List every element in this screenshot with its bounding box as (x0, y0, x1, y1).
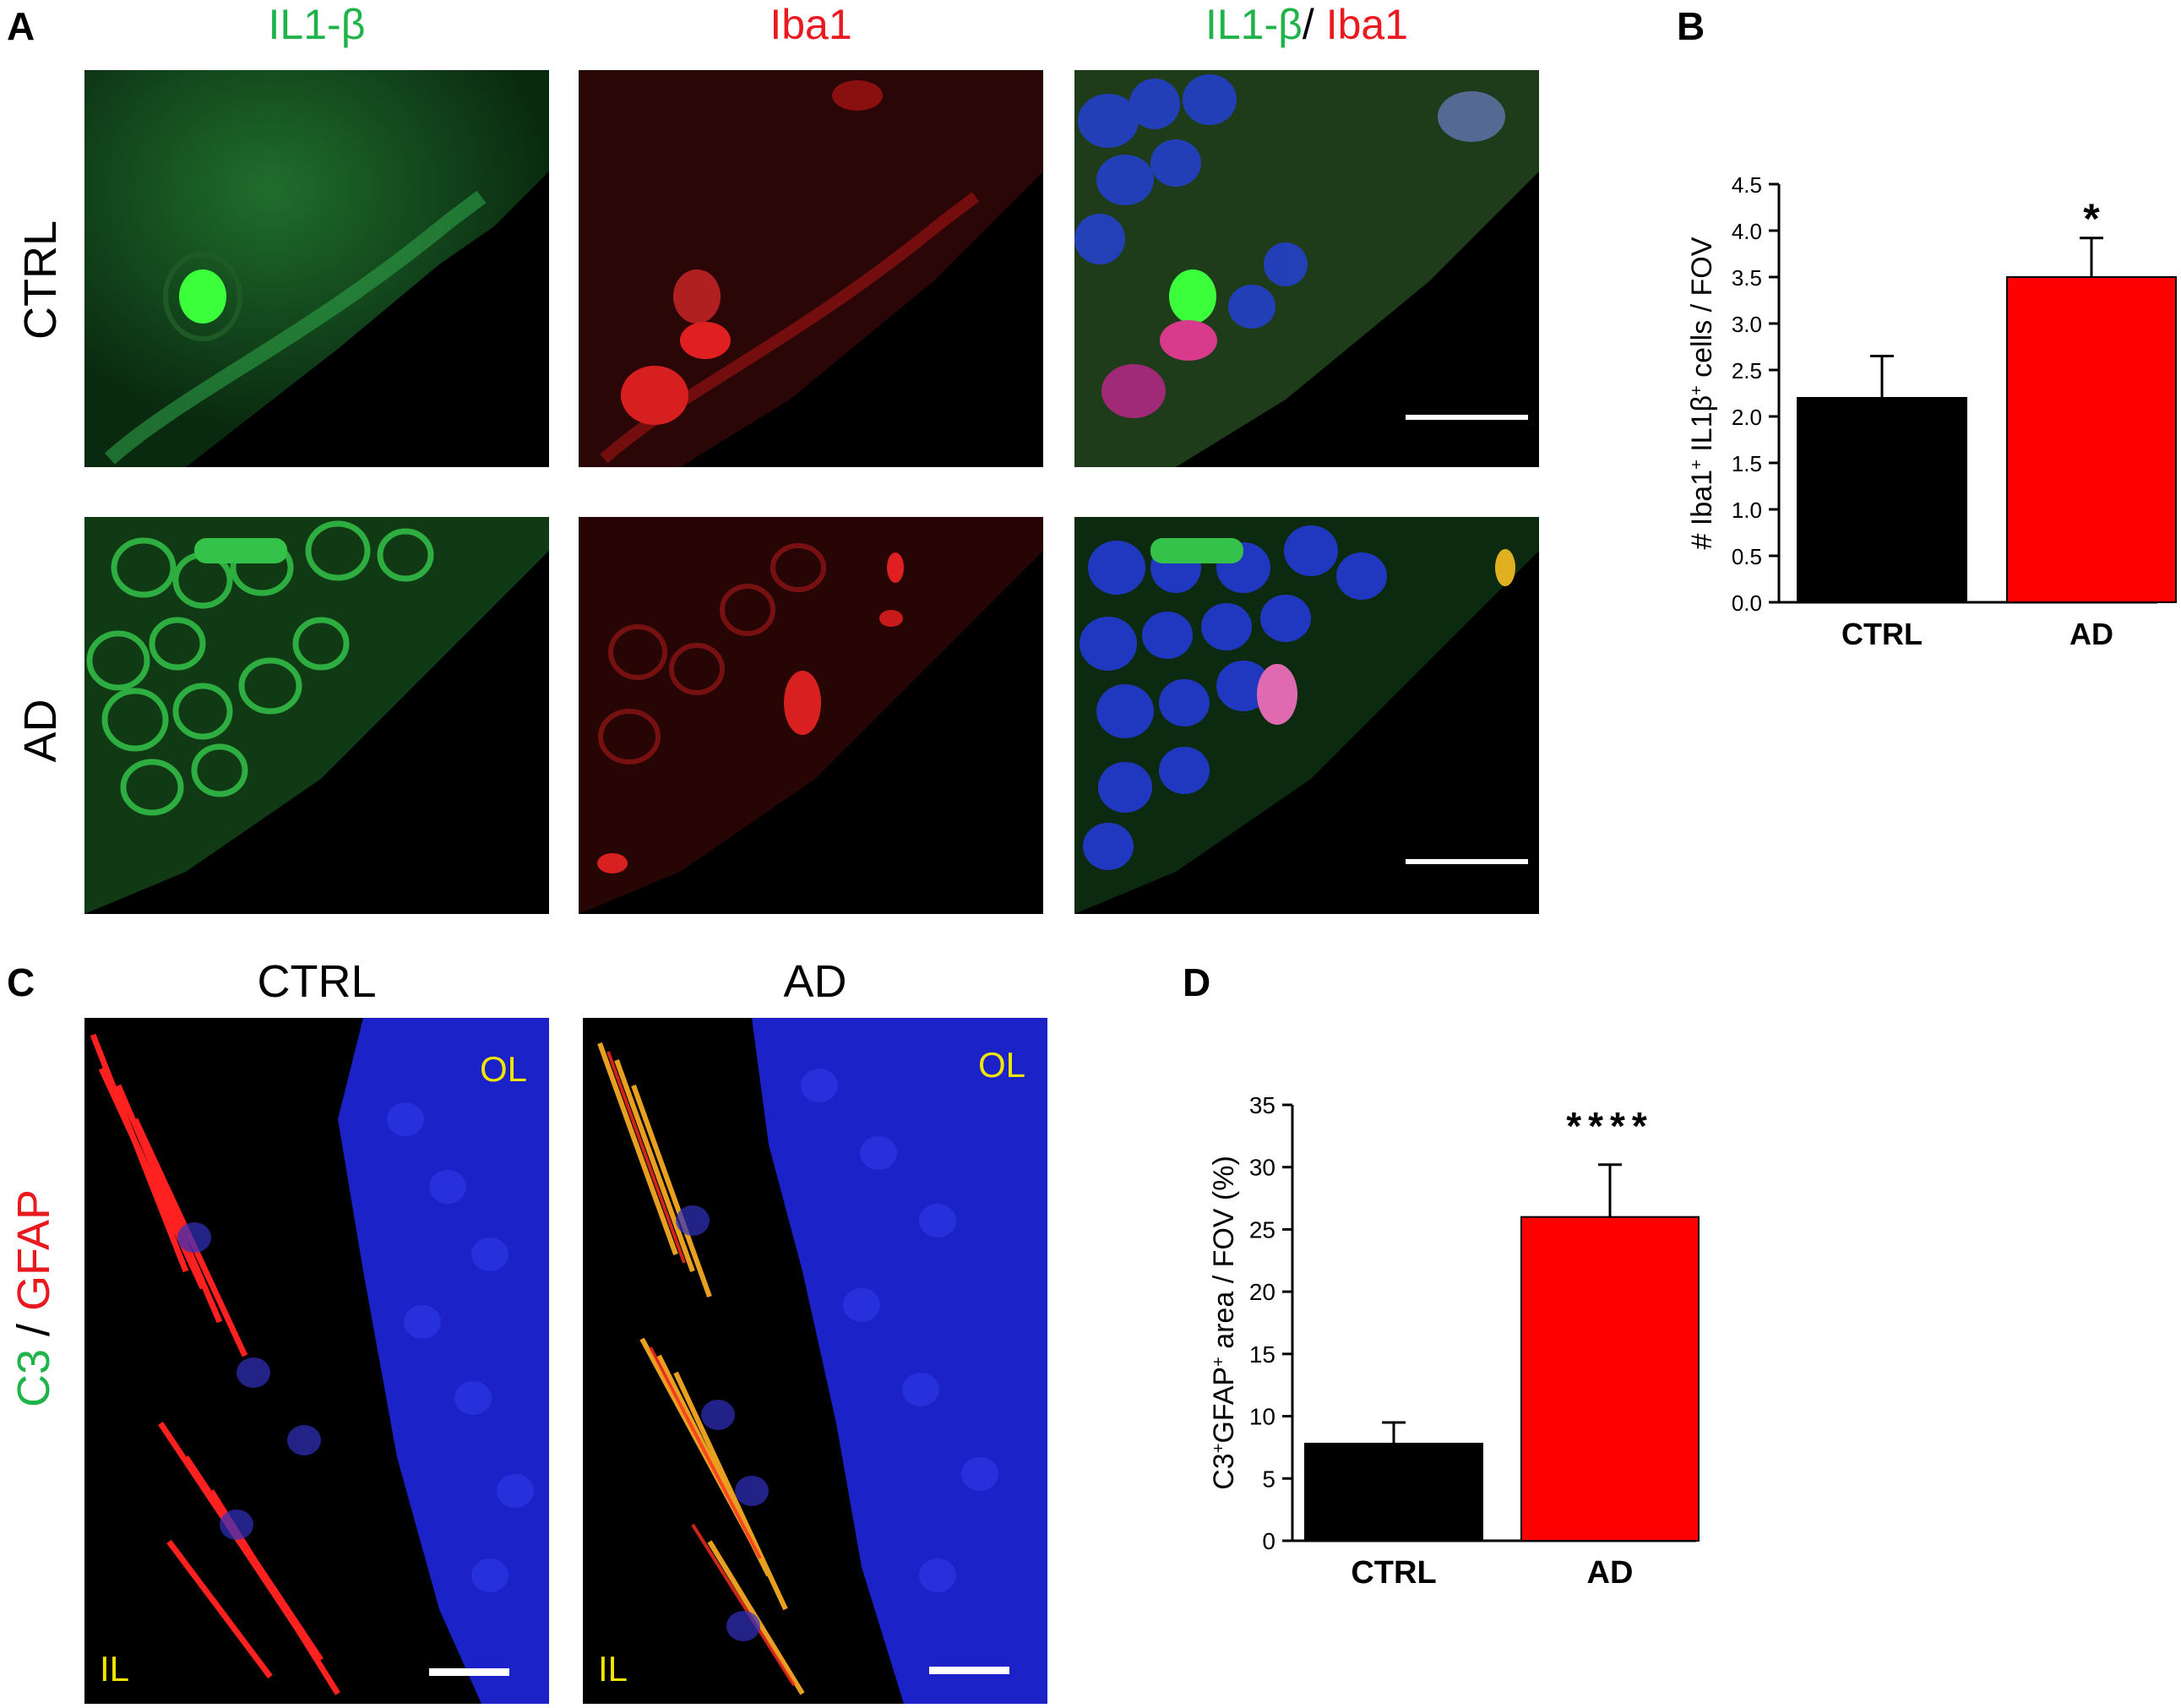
significance-marker: * (2083, 195, 2100, 242)
bar-ad (2006, 276, 2177, 603)
bar-ctrl (1797, 397, 1967, 603)
column-header-c-ad: AD (783, 956, 847, 1007)
column-header-iba1: Iba1 (770, 1, 852, 48)
y-tick-label: 35 (1249, 1092, 1275, 1118)
y-tick-label: 0.0 (1732, 590, 1762, 616)
y-tick-label: 3.5 (1732, 265, 1762, 291)
scale-bar-c-ad (929, 1667, 1009, 1674)
y-tick-label: 5 (1262, 1466, 1275, 1492)
merge-label-slash: / (1302, 1, 1326, 48)
micrograph-ad-merge (1074, 517, 1539, 914)
scale-bar-ctrl (1406, 415, 1528, 420)
bar-ctrl (1304, 1443, 1483, 1542)
panel-letter-d: D (1183, 960, 1211, 1004)
y-tick-label: 2.5 (1732, 358, 1762, 383)
y-tick-label: 30 (1249, 1155, 1275, 1181)
merge-label-il1b: IL1-β (1205, 1, 1303, 48)
c-axis-label-gfap: GFAP (8, 1189, 59, 1311)
category-label-ad: AD (2070, 617, 2113, 651)
category-label-ad: AD (1587, 1555, 1634, 1591)
bar-chart-b: 0.0 0.5 1.0 1.5 2.0 2.5 3.0 3.5 4.0 4.5 CTRL AD * # I… (1656, 127, 2179, 667)
bar-ad (1520, 1216, 1700, 1542)
y-tick-label: 1.5 (1732, 451, 1762, 476)
y-axis-label-part: + (1210, 1357, 1228, 1367)
panel-letter-c: C (7, 960, 35, 1004)
y-tick-label: 0 (1262, 1528, 1275, 1554)
c-axis-label-c3: C3 (8, 1349, 59, 1408)
column-header-c-ctrl: CTRL (257, 956, 377, 1007)
y-tick-label: 3.0 (1732, 312, 1762, 337)
scale-bar-c-ctrl (429, 1668, 509, 1676)
y-axis-label-part: C3 (1208, 1453, 1240, 1489)
y-tick-label: 4.0 (1732, 219, 1762, 244)
category-label-ctrl: CTRL (1841, 617, 1923, 651)
y-axis-label-part: # Iba1 (1686, 470, 1718, 550)
c-axis-label-slash: / (8, 1311, 59, 1350)
micrograph-ctrl-il1b (84, 70, 549, 467)
region-label-ol-ctrl: OL (480, 1049, 528, 1089)
y-axis-label-part: + (1688, 385, 1706, 395)
row-label-ctrl: CTRL (15, 220, 66, 340)
micrograph-ctrl-iba1 (579, 70, 1043, 467)
y-tick-label: 2.0 (1732, 405, 1762, 430)
y-axis-label-part: + (1688, 460, 1706, 470)
region-label-ol-ad: OL (978, 1045, 1026, 1085)
region-label-il-ad: IL (598, 1649, 628, 1689)
y-axis-label: # Iba1+ IL1β+ cells / FOV (1686, 237, 1718, 549)
y-axis-label-part: + (1210, 1444, 1228, 1454)
y-axis-label-part: cells / FOV (1686, 237, 1718, 385)
column-header-il1b: IL1-β (268, 1, 366, 48)
micrograph-ad-iba1 (579, 517, 1043, 914)
row-label-ad: AD (15, 699, 66, 763)
micrograph-ad-il1b (84, 517, 549, 914)
y-tick-label: 10 (1249, 1404, 1275, 1430)
scale-bar-ad (1406, 859, 1528, 864)
region-label-il-ctrl: IL (100, 1649, 130, 1689)
micrograph-c-ctrl: OL IL (84, 1018, 549, 1704)
panel-letter-a: A (7, 4, 35, 48)
y-tick-label: 4.5 (1732, 172, 1762, 198)
micrograph-ctrl-merge (1074, 70, 1539, 467)
merge-label-iba1: Iba1 (1325, 1, 1409, 48)
significance-marker: **** (1566, 1104, 1654, 1148)
bar-chart-b-svg: 0.0 0.5 1.0 1.5 2.0 2.5 3.0 3.5 4.0 4.5 CTRL AD * # I… (1686, 172, 2177, 651)
y-tick-label: 25 (1249, 1216, 1275, 1243)
y-tick-label: 1.0 (1732, 498, 1762, 523)
y-tick-label: 0.5 (1732, 544, 1762, 569)
column-header-merge: IL1-β/ Iba1 (1074, 3, 1539, 46)
panel-letter-b: B (1677, 4, 1705, 48)
bar-chart-d: 0 5 10 15 20 25 30 35 CTRL AD **** C3+GFAP+ area / … (1183, 1073, 1723, 1596)
y-axis-label-part: IL1β (1686, 395, 1718, 460)
y-axis-label-part: GFAP (1208, 1367, 1240, 1444)
y-tick-label: 15 (1249, 1341, 1275, 1368)
micrograph-c-ad: OL IL (583, 1018, 1047, 1704)
c-axis-label: C3 / GFAP (8, 1163, 59, 1433)
y-axis-label-part: area / FOV (%) (1208, 1156, 1240, 1357)
category-label-ctrl: CTRL (1351, 1555, 1436, 1591)
y-tick-label: 20 (1249, 1279, 1275, 1305)
y-axis-label: C3+GFAP+ area / FOV (%) (1208, 1156, 1240, 1490)
